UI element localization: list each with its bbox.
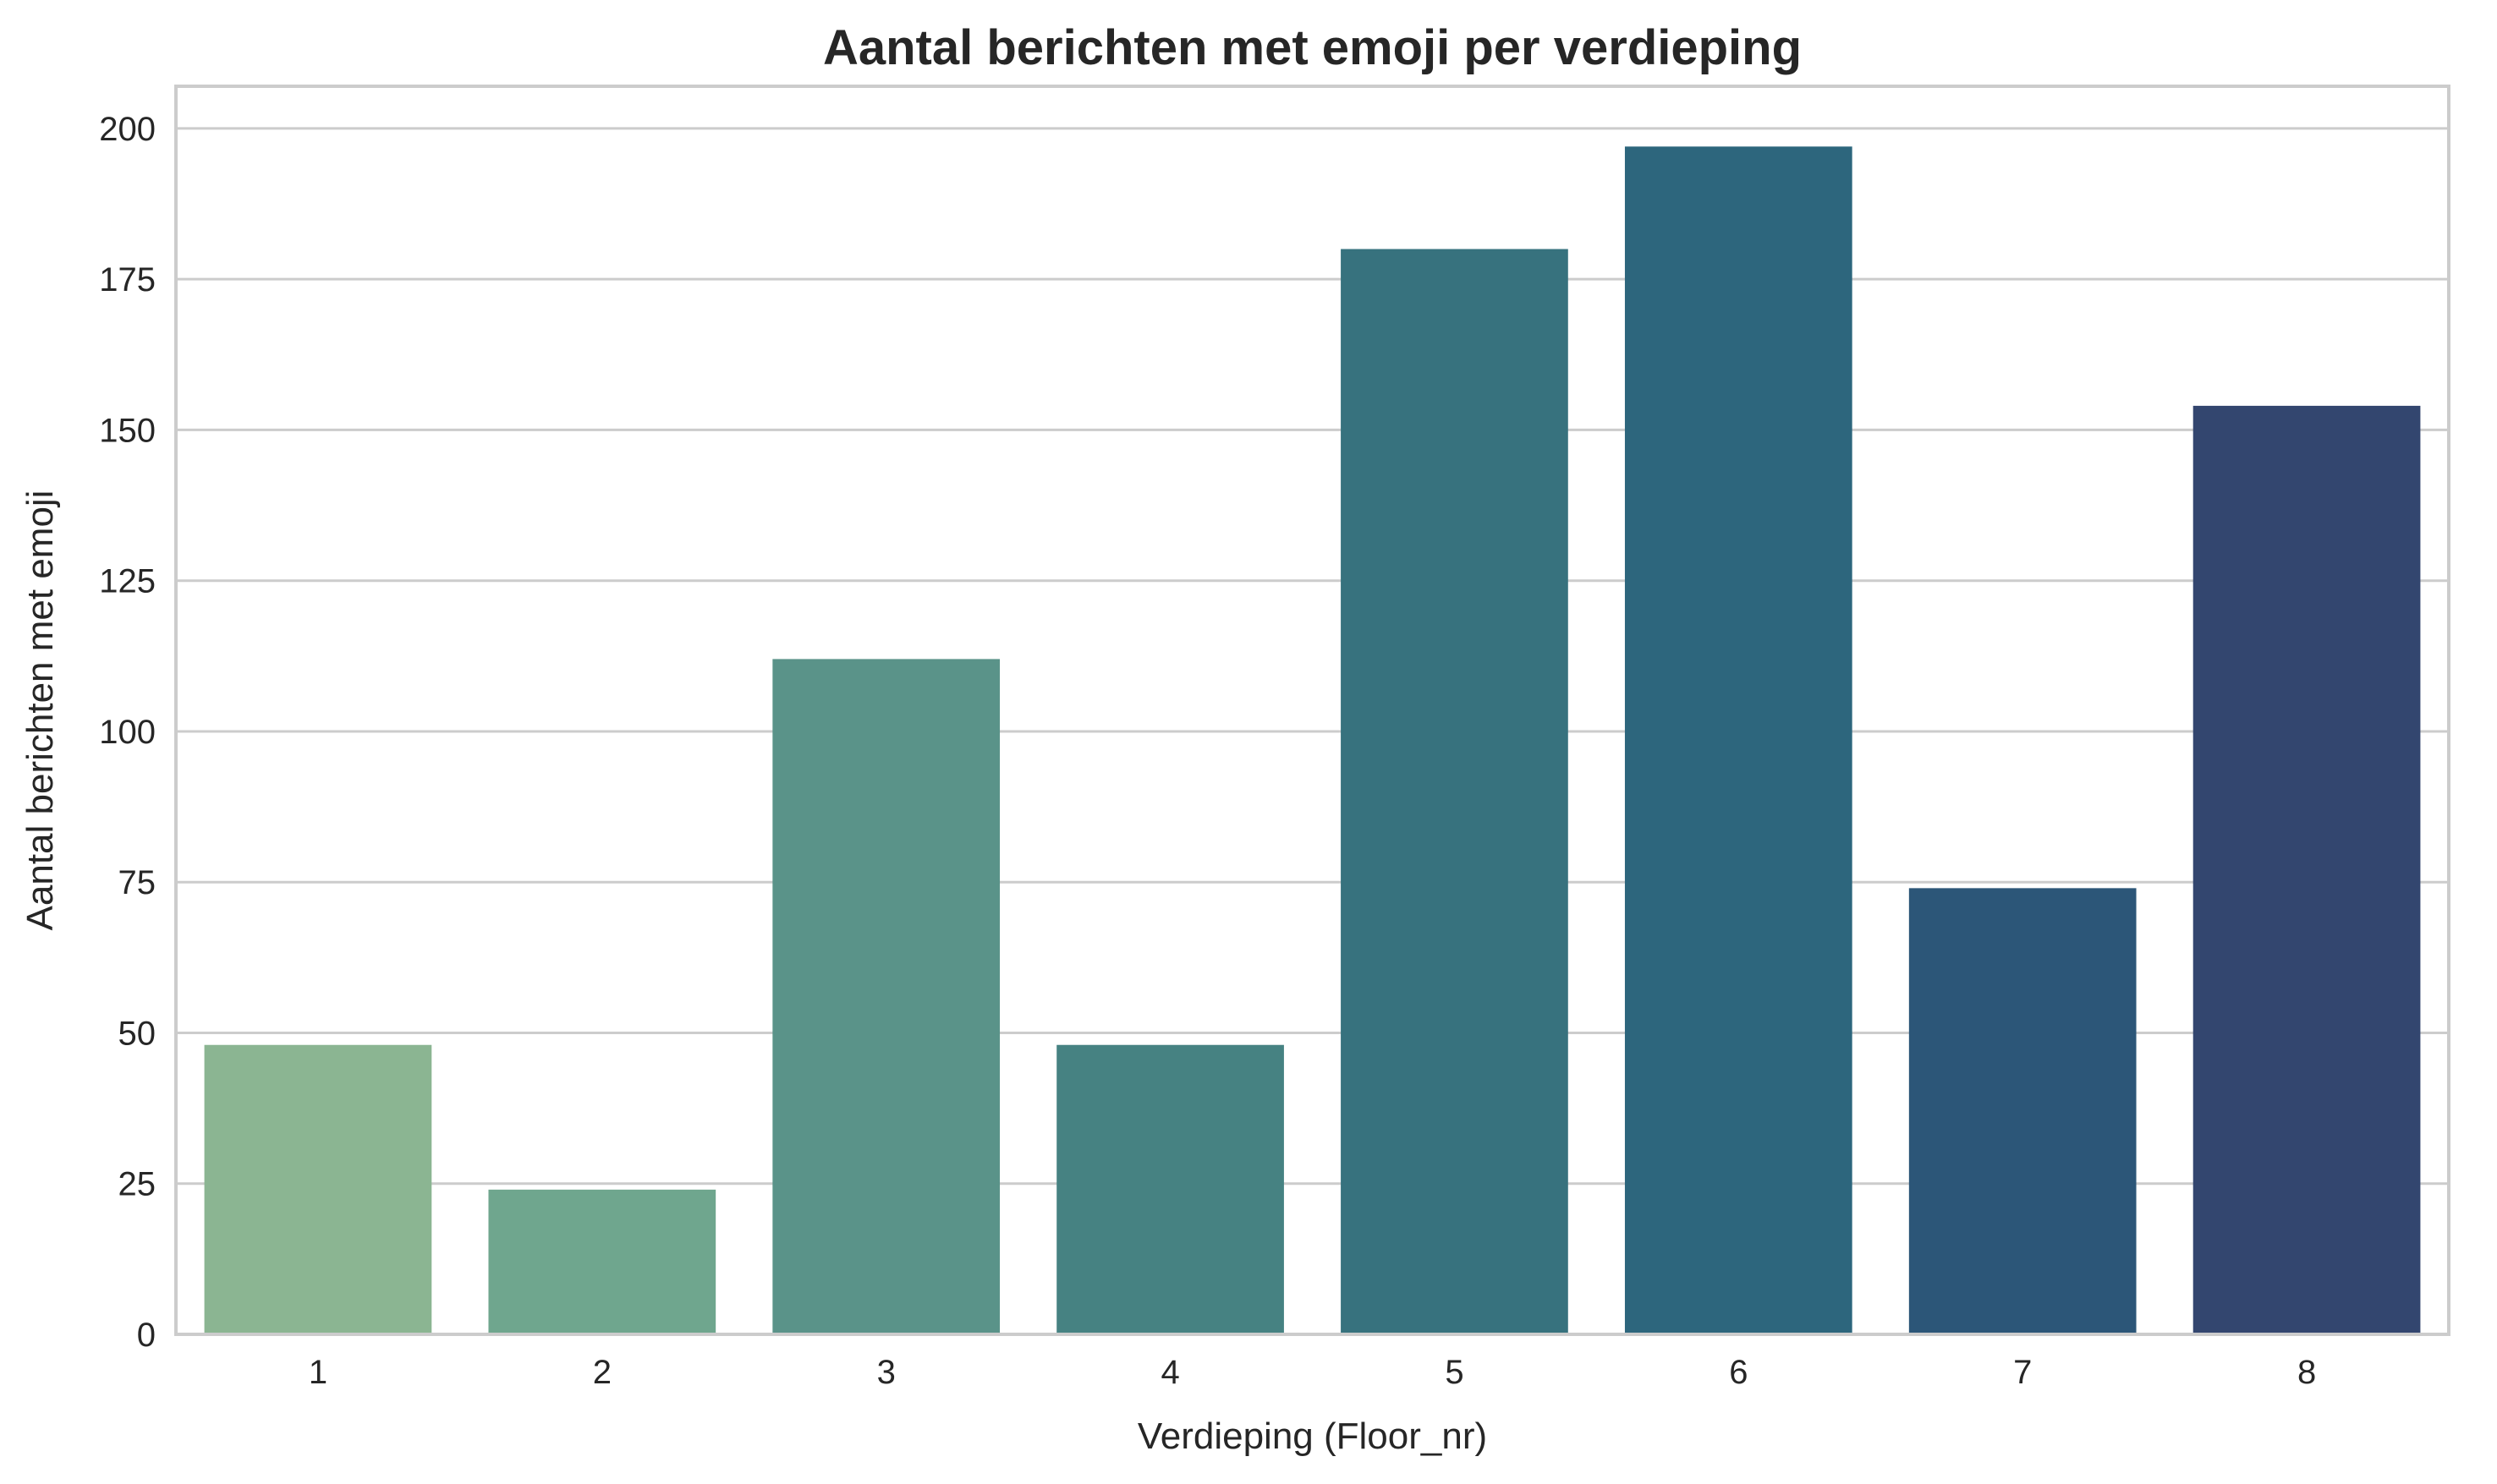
y-tick-label: 75 [118,864,156,901]
grid [176,127,2449,1336]
y-tick-label: 0 [137,1317,156,1354]
x-tick-label: 4 [1161,1354,1179,1391]
x-tick-label: 1 [309,1354,327,1391]
y-tick-label: 200 [99,111,156,148]
y-tick-label: 125 [99,563,156,600]
x-tick-label: 6 [1729,1354,1748,1391]
x-tick-label: 8 [2297,1354,2316,1391]
bar-floor-1 [204,1044,432,1334]
plot-frame [174,85,2450,1336]
bar-floor-8 [2192,405,2421,1334]
y-tick-label: 50 [118,1015,156,1052]
bar-floor-3 [772,659,1001,1334]
x-axis-label: Verdieping (Floor_nr) [1138,1416,1487,1457]
y-tick-label: 150 [99,412,156,449]
x-tick-label: 2 [593,1354,612,1391]
x-tick-label: 5 [1445,1354,1463,1391]
bar-floor-6 [1624,146,1852,1335]
bar-floor-2 [488,1189,716,1334]
bar-floor-4 [1056,1044,1284,1334]
bar-floor-5 [1341,249,1568,1334]
chart-title: Aantal berichten met emoji per verdiepin… [823,20,1802,75]
y-tick-label: 100 [99,714,156,751]
y-tick-label: 25 [118,1166,156,1203]
x-tick-label: 7 [2013,1354,2032,1391]
y-tick-labels: 0 25 50 75 100 125 150 175 200 [99,111,156,1354]
x-tick-label: 3 [877,1354,896,1391]
y-axis-label: Aantal berichten met emoji [19,490,61,931]
x-tick-labels: 1 2 3 4 5 6 7 8 [309,1354,2316,1391]
y-tick-label: 175 [99,261,156,298]
bars [204,146,2421,1335]
bar-floor-7 [1908,888,2137,1334]
